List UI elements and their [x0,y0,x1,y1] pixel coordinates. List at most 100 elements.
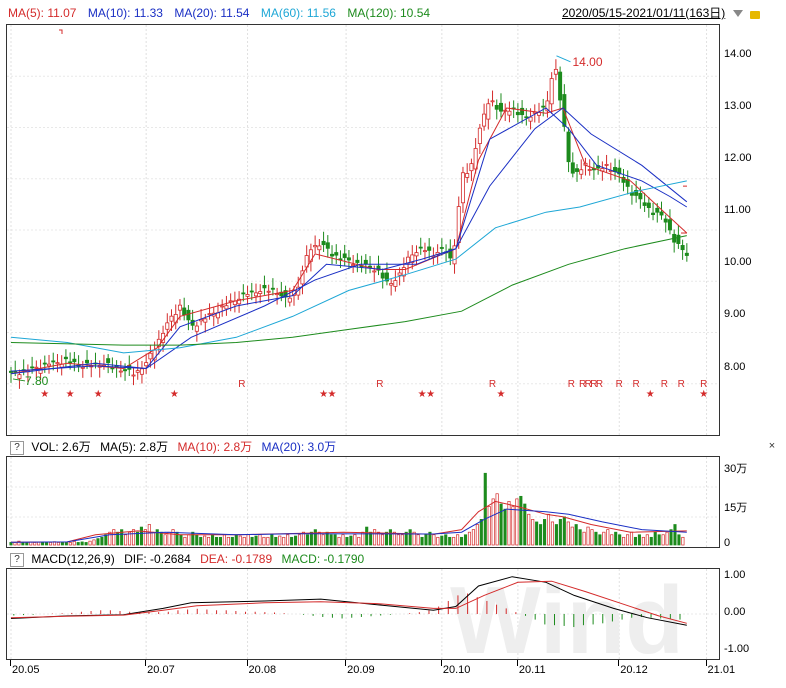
volume-bar [424,534,428,546]
volume-bar [590,529,594,546]
price-tick-label: 10.00 [724,256,752,269]
candle-body [177,304,182,311]
lock-icon[interactable] [749,10,760,19]
volume-bar [211,534,215,546]
macd-value-label: MACD: -0.1790 [281,552,365,566]
volume-bar [586,526,590,546]
candle-body [477,127,482,144]
volume-bar [523,503,527,546]
x-tick-mark [618,660,620,666]
volume-bar [606,529,610,546]
candle-body [570,162,575,174]
volume-bar [558,519,562,546]
candle-body [313,245,318,248]
x-tick-label: 21.01 [707,664,736,676]
close-icon[interactable]: × [768,440,776,452]
event-star-marker: ★ [646,389,655,400]
price-tick-label: 12.00 [724,152,752,165]
price-panel: 14.00 7.80 ★ ★ ★ ★ R ★ ★ R ★ ★ R ★ R R R R R R R ★ R R R ★ [6,24,720,436]
candle-body [135,370,140,373]
volume-bar [637,534,641,546]
volume-bar [297,534,302,546]
ma-line-ma60 [10,180,687,354]
price-tick-label: 9.00 [724,308,746,321]
volume-bar [578,529,582,546]
ma-line-ma10 [10,107,688,375]
volume-bar [139,526,143,546]
volume-bar [582,531,586,546]
date-range-selector[interactable]: 2020/05/15-2021/01/11(163日) [562,4,760,22]
macd-legend: ? MACD(12,26,9) DIF: -0.2684 DEA: -0.178… [6,550,364,568]
volume-bar [88,540,92,546]
volume-bar [313,529,317,546]
candle-body [558,71,563,101]
volume-bar [673,524,677,546]
volume-bar [543,519,547,546]
candle-body [469,163,474,172]
candle-body [207,313,212,316]
volume-bar [147,524,151,546]
candle-body [203,318,208,323]
candle-body [224,305,229,310]
volume-bar [456,534,460,546]
volume-bar [286,534,290,546]
volume-tick-label: 15万 [724,501,748,514]
candle-body [34,366,39,369]
volume-bar [37,541,41,546]
candle-body [148,352,153,360]
volume-bar [463,534,468,546]
event-star-marker: ★ [418,389,427,400]
candle-body [634,189,639,196]
candle-body [414,252,419,257]
candle-body [228,300,233,303]
volume-bar [17,540,21,546]
volume-bar [460,536,464,546]
candle-body [604,164,609,166]
vol-help-button[interactable]: ? [10,440,24,455]
volume-bar [416,534,420,546]
macd-params-label: MACD(12,26,9) [31,552,115,566]
volume-bar [677,534,681,546]
high-pointer [556,55,571,63]
volume-bar [396,534,400,546]
x-tick-mark [440,660,442,666]
candle-body [579,169,584,175]
candle-body [317,245,322,251]
candle-body [55,362,60,365]
volume-bar [72,541,76,546]
macd-help-button[interactable]: ? [10,552,24,567]
volume-bar [116,531,120,546]
vol-label: VOL: 2.6万 [31,440,91,454]
x-tick-label: 20.05 [12,664,40,676]
volume-bar [246,534,250,546]
volume-bar [207,536,211,546]
volume-bar [432,534,436,546]
candle-body [528,116,533,122]
volume-bar [531,519,535,546]
volume-bar [60,542,64,546]
volume-bar [483,472,487,546]
volume-bar [254,535,258,546]
volume-bar [305,534,309,546]
volume-bar [384,531,389,546]
volume-bar [420,536,424,546]
volume-bar [222,534,226,546]
volume-bar [626,534,630,546]
volume-bar [218,536,223,546]
volume-bar [80,541,84,546]
price-tick-label: 11.00 [724,204,751,217]
volume-bar [661,534,665,546]
volume-bar [499,503,503,546]
vol-legend: ? VOL: 2.6万 MA(5): 2.8万 MA(10): 2.8万 MA(… [6,438,782,456]
macd-tick-label: 1.00 [724,568,746,581]
candle-body [363,259,368,265]
candle-body [642,202,647,206]
volume-bar [321,534,325,546]
x-tick-label: 20.11 [518,664,546,676]
candle-body [427,246,432,251]
candle-body [355,259,360,263]
dropdown-triangle-icon[interactable] [732,10,743,18]
volume-bar [266,536,270,546]
volume-bar [369,531,373,546]
candle-body [439,247,444,249]
